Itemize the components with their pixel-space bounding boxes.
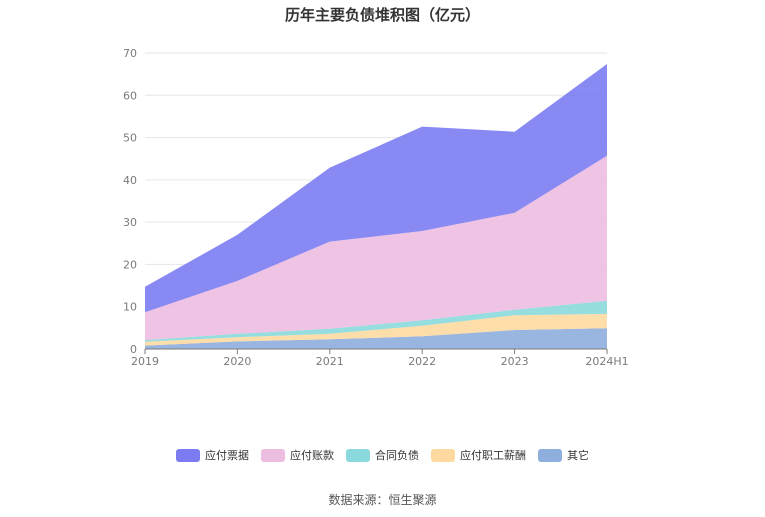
- legend-swatch: [261, 448, 285, 462]
- legend-item-notes-payable[interactable]: 应付票据: [176, 447, 249, 463]
- source-note: 数据来源：恒生聚源: [328, 493, 437, 507]
- area-series-合同负债[interactable]: [145, 300, 607, 342]
- x-tick-label: 2019: [131, 355, 159, 368]
- legend: 应付票据 应付账款 合同负债 应付职工薪酬 其它: [0, 447, 765, 463]
- x-tick-label: 2022: [408, 355, 436, 368]
- legend-item-payroll-payable[interactable]: 应付职工薪酬: [431, 447, 526, 463]
- legend-item-contract-liabilities[interactable]: 合同负债: [346, 447, 419, 463]
- legend-label: 应付票据: [205, 449, 249, 462]
- y-tick-label: 20: [123, 258, 137, 271]
- legend-swatch: [431, 448, 455, 462]
- x-tick-label: 2020: [223, 355, 251, 368]
- legend-label: 应付职工薪酬: [460, 449, 526, 462]
- stacked-area-chart: 0 10 20 30 40 50 60 70 2019 2020 2021 2022 2023 2024H…: [123, 47, 629, 368]
- legend-label: 其它: [567, 449, 589, 462]
- legend-label: 应付账款: [290, 449, 334, 462]
- y-tick-label: 0: [130, 343, 137, 356]
- x-tick-label: 2021: [316, 355, 344, 368]
- legend-label: 合同负债: [375, 449, 419, 462]
- y-tick-label: 10: [123, 301, 137, 314]
- y-tick-label: 50: [123, 132, 137, 145]
- y-tick-label: 70: [123, 47, 137, 60]
- legend-swatch: [346, 448, 370, 462]
- area-series-应付账款[interactable]: [145, 155, 607, 341]
- axis-layer: 0 10 20 30 40 50 60 70 2019 2020 2021 2022 2023 2024H…: [123, 47, 629, 368]
- area-layer: [145, 64, 607, 349]
- y-tick-label: 40: [123, 174, 137, 187]
- chart-title: 历年主要负债堆积图（亿元）: [284, 6, 480, 24]
- area-series-其它[interactable]: [145, 328, 607, 349]
- area-series-应付票据[interactable]: [145, 64, 607, 313]
- legend-item-accounts-payable[interactable]: 应付账款: [261, 447, 334, 463]
- x-tick-label: 2024H1: [585, 355, 628, 368]
- y-tick-label: 30: [123, 216, 137, 229]
- legend-swatch: [176, 448, 200, 462]
- y-tick-label: 60: [123, 89, 137, 102]
- x-tick-label: 2023: [501, 355, 529, 368]
- legend-swatch: [538, 448, 562, 462]
- legend-item-other[interactable]: 其它: [538, 447, 589, 463]
